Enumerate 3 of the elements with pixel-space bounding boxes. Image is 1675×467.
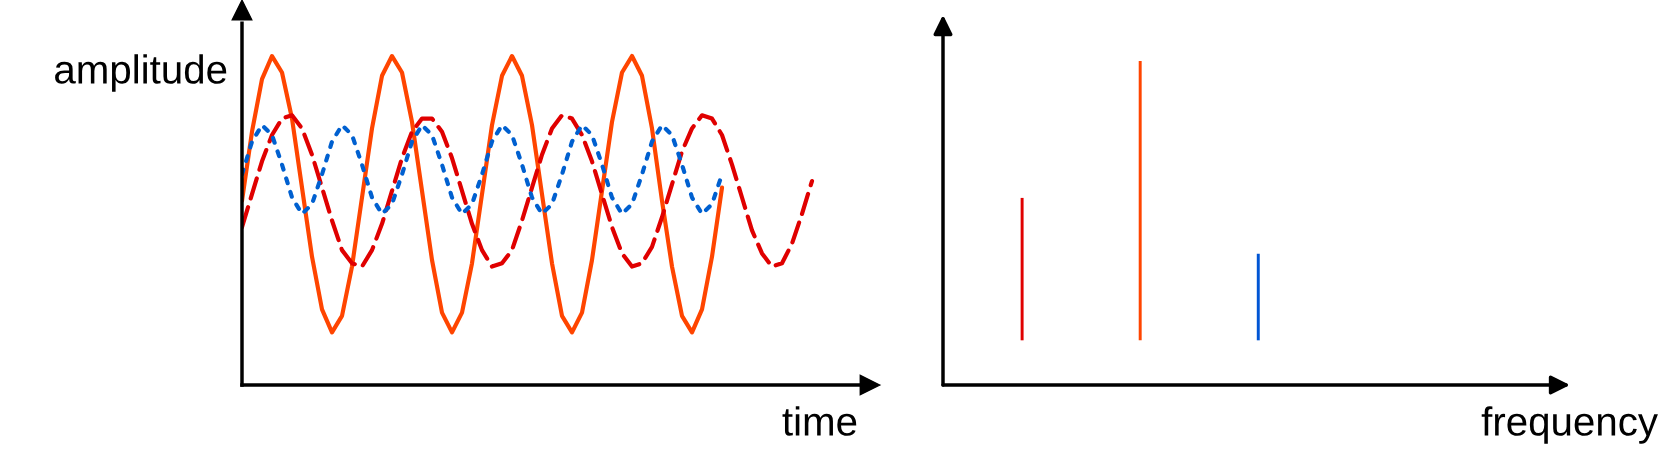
y-axis-title: amplitude (55, 54, 227, 92)
x-axis-title: frequency (1481, 406, 1658, 444)
x-axis-title: time (782, 406, 857, 436)
